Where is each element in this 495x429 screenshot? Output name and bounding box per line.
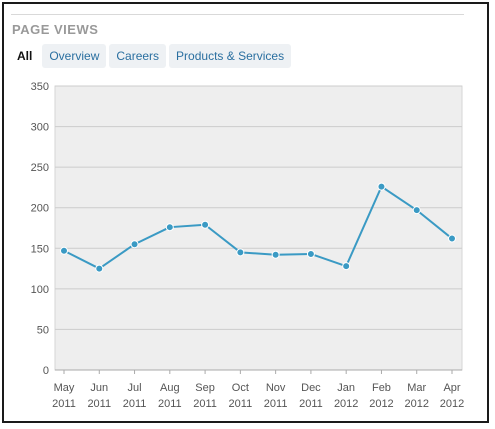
y-tick-label: 100 — [31, 284, 49, 296]
series-line — [63, 185, 453, 270]
data-point — [377, 182, 386, 191]
x-tick-label-year: 2011 — [264, 398, 288, 410]
x-tick-label-year: 2012 — [369, 398, 393, 410]
top-divider — [11, 14, 464, 15]
data-point — [236, 248, 245, 257]
x-tick-label-year: 2012 — [334, 398, 358, 410]
x-tick-label-year: 2011 — [52, 398, 76, 410]
page-title: PAGE VIEWS — [12, 22, 99, 37]
tab-careers[interactable]: Careers — [109, 44, 167, 68]
x-tick-label-month: Jul — [128, 382, 142, 394]
y-tick-label: 300 — [31, 122, 49, 134]
y-tick-label: 50 — [37, 324, 49, 336]
data-point — [201, 220, 210, 229]
tab-bar: All Overview Careers Products & Services — [10, 44, 292, 68]
x-tick-label-month: Jun — [90, 382, 108, 394]
x-tick-label-year: 2011 — [299, 398, 323, 410]
data-point — [165, 223, 174, 232]
x-tick-label-year: 2012 — [440, 398, 464, 410]
x-tick-label-month: Sep — [195, 382, 215, 394]
x-tick-label-year: 2011 — [193, 398, 217, 410]
data-point — [448, 234, 456, 243]
x-tick-label-year: 2011 — [87, 398, 111, 410]
data-point — [130, 240, 139, 249]
x-tick-label-month: Jan — [337, 382, 355, 394]
y-tick-label: 200 — [31, 203, 49, 215]
x-tick-label-month: Dec — [301, 382, 321, 394]
tab-products-services[interactable]: Products & Services — [169, 44, 292, 68]
x-tick-label-month: Nov — [266, 382, 286, 394]
tab-all[interactable]: All — [10, 44, 40, 68]
data-point — [60, 246, 68, 255]
x-tick-label-month: May — [54, 382, 75, 394]
data-point — [306, 249, 315, 258]
data-point — [95, 264, 104, 273]
y-tick-label: 150 — [31, 243, 49, 255]
data-point — [342, 262, 351, 271]
x-tick-label-year: 2012 — [404, 398, 428, 410]
tab-overview[interactable]: Overview — [42, 44, 107, 68]
x-tick-label-month: Mar — [407, 382, 426, 394]
x-tick-label-month: Oct — [232, 382, 249, 394]
x-tick-label-year: 2011 — [229, 398, 253, 410]
y-tick-label: 350 — [31, 81, 49, 93]
x-tick-label-month: Apr — [443, 382, 460, 394]
y-tick-label: 250 — [31, 162, 49, 174]
x-tick-label-month: Feb — [372, 382, 391, 394]
data-point — [271, 250, 280, 259]
data-point — [412, 206, 421, 215]
x-tick-label-year: 2011 — [123, 398, 147, 410]
x-tick-label-month: Aug — [160, 382, 180, 394]
y-tick-label: 0 — [43, 365, 49, 377]
plot-area — [54, 85, 463, 371]
x-tick-label-year: 2011 — [158, 398, 182, 410]
